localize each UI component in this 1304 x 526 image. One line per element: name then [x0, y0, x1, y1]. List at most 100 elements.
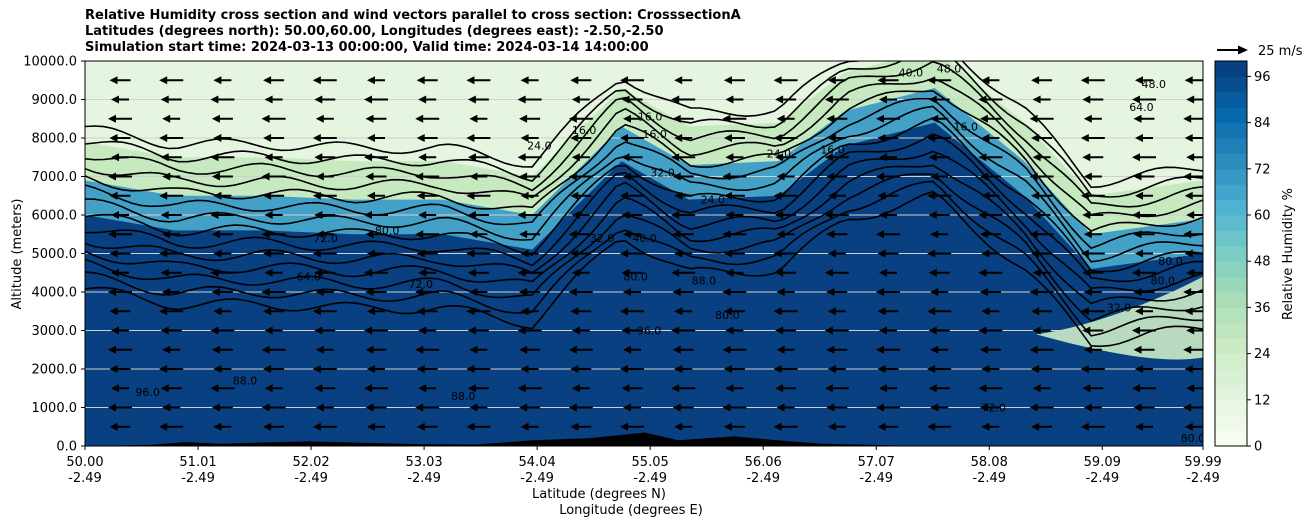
wind-arrow-icon	[879, 326, 897, 335]
wind-arrow-icon	[725, 211, 744, 219]
wind-arrow-icon	[978, 268, 1003, 277]
wind-arrowhead	[776, 230, 785, 239]
wind-arrow-icon	[1184, 76, 1203, 85]
wind-arrow-icon	[210, 326, 235, 335]
wind-arrowhead	[674, 365, 683, 373]
wind-arrow-icon	[365, 345, 387, 354]
wind-arrow-icon	[674, 365, 693, 373]
wind-arrowhead	[1183, 230, 1192, 239]
wind-arrow-icon	[568, 114, 593, 123]
wind-arrow-icon	[211, 345, 233, 354]
wind-arrow-icon	[210, 211, 235, 219]
wind-arrowhead	[570, 307, 579, 316]
wind-arrow-icon	[725, 326, 744, 335]
wind-arrow-icon	[162, 403, 181, 412]
wind-arrow-icon	[314, 95, 336, 104]
wind-arrowhead	[314, 384, 323, 393]
wind-arrowhead	[416, 249, 425, 258]
wind-arrow-icon	[1029, 230, 1054, 239]
wind-arrowhead	[1080, 76, 1089, 85]
wind-arrow-icon	[1135, 134, 1153, 142]
wind-arrowhead	[827, 307, 836, 316]
wind-arrowhead	[1083, 172, 1092, 181]
wind-arrowhead	[364, 95, 372, 104]
colorbar-tick-label: 60	[1254, 209, 1271, 224]
wind-arrow-icon	[879, 384, 897, 393]
wind-arrowhead	[312, 191, 321, 200]
wind-arrowhead	[1031, 422, 1040, 431]
wind-arrow-icon	[674, 249, 693, 258]
wind-arrow-icon	[722, 403, 747, 412]
wind-arrowhead	[1184, 249, 1193, 258]
wind-arrow-icon	[211, 288, 233, 296]
contour-line	[85, 61, 1203, 208]
wind-arrowhead	[773, 134, 782, 142]
wind-arrow-icon	[725, 153, 744, 162]
wind-arrow-icon	[517, 95, 542, 104]
wind-arrowhead	[364, 211, 372, 219]
wind-arrow-icon	[623, 345, 641, 354]
wind-arrowhead	[723, 365, 732, 373]
wind-arrowhead	[263, 249, 272, 258]
colorbar-segment	[1215, 91, 1247, 108]
wind-arrowhead	[775, 384, 784, 393]
wind-arrowhead	[415, 345, 424, 354]
wind-arrowhead	[877, 307, 886, 316]
wind-arrow-icon	[314, 384, 336, 393]
wind-arrow-icon	[775, 95, 797, 104]
wind-arrowhead	[415, 114, 424, 123]
wind-arrow-icon	[1083, 114, 1102, 123]
wind-arrowhead	[775, 153, 784, 162]
wind-arrowhead	[623, 288, 631, 296]
wind-arrowhead	[623, 403, 631, 412]
wind-arrow-icon	[1135, 249, 1153, 258]
wind-arrow-icon	[111, 95, 129, 104]
wind-arrowhead	[160, 211, 169, 219]
wind-arrow-icon	[364, 326, 388, 335]
wind-arrowhead	[111, 384, 119, 393]
wind-arrowhead	[111, 268, 119, 277]
wind-arrow-icon	[978, 326, 1003, 335]
contour-label: 80.0	[375, 224, 400, 237]
wind-arrowhead	[1132, 153, 1140, 162]
wind-arrowhead	[1029, 114, 1038, 123]
wind-arrow-icon	[571, 384, 590, 393]
wind-arrow-icon	[824, 384, 849, 393]
wind-arrow-icon	[621, 268, 643, 277]
wind-arrow-icon	[1184, 307, 1203, 316]
wind-arrow-icon	[928, 95, 950, 104]
wind-arrow-icon	[621, 153, 643, 162]
wind-arrow-icon	[723, 422, 745, 431]
wind-arrow-icon	[467, 95, 489, 104]
wind-arrowhead	[416, 422, 425, 431]
wind-arrow-icon	[1083, 230, 1102, 239]
wind-arrow-icon	[620, 365, 644, 373]
wind-arrow-icon	[367, 191, 385, 200]
wind-arrow-icon	[876, 114, 900, 123]
wind-arrow-icon	[671, 211, 696, 219]
wind-arrowhead	[108, 288, 116, 296]
contour-label: 24.0	[701, 193, 726, 206]
wind-arrow-icon	[1083, 345, 1102, 354]
wind-arrow-icon	[671, 153, 696, 162]
wind-arrowhead	[826, 403, 835, 412]
wind-arrow-icon	[520, 249, 539, 258]
wind-arrowhead	[519, 230, 528, 239]
wind-arrow-icon	[981, 191, 1000, 200]
wind-arrowhead	[571, 268, 580, 277]
wind-arrow-icon	[159, 307, 184, 316]
wind-arrowhead	[722, 345, 731, 354]
wind-arrowhead	[620, 249, 628, 258]
wind-arrowhead	[1132, 384, 1140, 393]
contour-label: 64.0	[297, 270, 322, 283]
plot-area: 16.0 16.0 16.0 24.0 24.0 16.0 40.0 48.0 16.0 64.0…	[85, 61, 1203, 446]
wind-arrow-icon	[314, 153, 336, 162]
wind-arrow-icon	[620, 134, 644, 142]
wind-arrow-icon	[568, 345, 593, 354]
wind-arrow-icon	[978, 211, 1003, 219]
wind-arrowhead	[568, 230, 577, 239]
wind-arrow-icon	[263, 191, 285, 200]
x-tick-label-lon: -2.49	[520, 471, 554, 486]
wind-arrowhead	[314, 268, 323, 277]
wind-arrow-icon	[623, 230, 641, 239]
